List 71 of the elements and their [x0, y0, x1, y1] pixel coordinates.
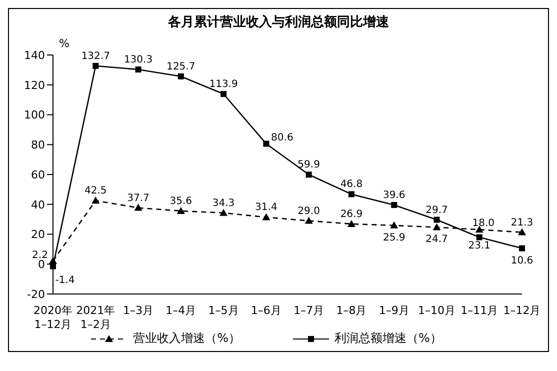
point: [135, 66, 142, 72]
data-label: 26.9: [340, 208, 363, 220]
point: [519, 245, 525, 252]
data-label: 125.7: [166, 61, 196, 72]
data-label: 24.7: [426, 234, 448, 246]
x-tick-label: 1–9月: [378, 304, 410, 317]
point: [92, 196, 100, 204]
data-label: 42.5: [84, 186, 107, 197]
point: [390, 221, 398, 228]
y-tick-label: 120: [24, 78, 45, 92]
legend-label: 营业收入增速（%）: [133, 330, 240, 347]
data-label: 23.1: [468, 240, 490, 252]
y-tick-label: 20: [31, 228, 45, 242]
y-tick-label: 40: [31, 198, 45, 212]
x-tick-label: 1–11月: [460, 304, 498, 317]
point: [262, 213, 270, 220]
y-tick-label: 80: [31, 138, 45, 152]
y-axis-title: %: [59, 37, 70, 50]
data-label: 25.9: [382, 232, 406, 244]
legend-label: 利润总额增速（%）: [334, 330, 442, 347]
chart-title: 各月累计营业收入与利润总额同比增速: [167, 14, 390, 31]
x-tick-label: 1–6月: [250, 304, 282, 317]
data-label: 31.4: [255, 202, 278, 214]
data-label: 29.7: [426, 204, 448, 216]
point: [347, 220, 356, 227]
data-label: 59.9: [298, 160, 320, 171]
point: [220, 90, 227, 97]
point: [476, 234, 482, 240]
point: [518, 228, 526, 236]
data-label: 113.9: [209, 78, 238, 90]
y-tick-label: -20: [27, 288, 45, 301]
point: [348, 191, 354, 198]
point: [263, 140, 270, 147]
x-tick-label: 1–4月: [166, 304, 196, 317]
data-label: 39.6: [382, 190, 406, 201]
data-label: 29.0: [298, 206, 320, 217]
point: [178, 73, 184, 80]
y-tick-label: 0: [38, 258, 45, 272]
point: [304, 216, 313, 224]
point: [50, 263, 56, 270]
y-tick-label: 140: [24, 48, 45, 62]
point: [434, 216, 440, 223]
x-tick-label: 1–8月: [336, 304, 367, 317]
point: [176, 206, 185, 214]
x-tick-label: 1–12月: [503, 304, 541, 317]
point: [220, 208, 228, 216]
y-tick-label: 60: [31, 168, 45, 182]
data-label: -1.4: [55, 275, 75, 286]
x-tick-label: 1–10月: [418, 304, 456, 317]
x-tick-label: 1–5月: [208, 304, 239, 317]
data-label: 35.6: [170, 196, 192, 207]
x-tick-label: 2020年 1–12月: [34, 304, 72, 331]
data-label: 21.3: [510, 217, 534, 228]
y-tick-label: 100: [24, 108, 45, 122]
point: [92, 62, 99, 69]
data-label: 132.7: [81, 50, 110, 62]
point: [432, 223, 441, 230]
data-label: 10.6: [510, 255, 534, 266]
x-tick-label: 2021年 1–2月: [76, 304, 116, 331]
point: [306, 172, 312, 178]
point: [134, 204, 142, 211]
x-tick-label: 1–3月: [123, 304, 154, 317]
x-tick-label: 1–7月: [294, 304, 324, 317]
data-label: 80.6: [271, 132, 294, 144]
data-label: 34.3: [212, 198, 235, 209]
data-label: 2.2: [32, 250, 48, 261]
data-label: 37.7: [127, 192, 150, 204]
data-label: 130.3: [124, 54, 153, 66]
data-label: 18.0: [472, 218, 494, 230]
point: [391, 202, 398, 208]
data-label: 46.8: [340, 179, 363, 190]
